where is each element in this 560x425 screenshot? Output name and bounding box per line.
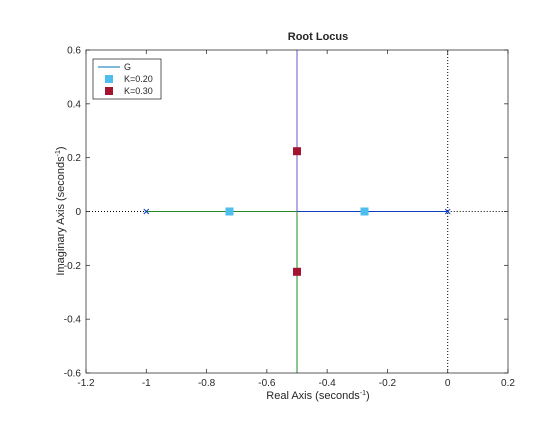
legend: G K=0.20 K=0.30 bbox=[92, 58, 162, 100]
legend-marker-swatch-2 bbox=[105, 87, 113, 95]
gain-marker-0-1 bbox=[360, 207, 369, 216]
pole-marker-stroke-b bbox=[143, 208, 150, 215]
legend-entry-1: K=0.20 bbox=[124, 74, 153, 84]
y-tick-label-5: 0.4 bbox=[67, 99, 81, 110]
y-tick-label-3: 0 bbox=[75, 207, 81, 218]
pole-marker-0 bbox=[143, 208, 150, 215]
y-tick-label-6: 0.6 bbox=[67, 46, 81, 57]
legend-marker-swatch-1 bbox=[105, 75, 113, 83]
x-tick-label-4: -0.4 bbox=[319, 378, 337, 389]
legend-entry-2: K=0.30 bbox=[124, 86, 153, 96]
x-tick-label-3: -0.6 bbox=[258, 378, 276, 389]
pole-marker-stroke-b bbox=[444, 208, 451, 215]
y-axis-label-superscript: -1 bbox=[55, 150, 62, 156]
x-tick-label-0: -1.2 bbox=[77, 378, 95, 389]
pole-marker-1 bbox=[444, 208, 451, 215]
legend-box bbox=[92, 58, 162, 100]
y-tick-label-4: 0.2 bbox=[67, 153, 81, 164]
y-tick-label-2: -0.2 bbox=[64, 261, 82, 272]
x-tick-label-6: 0 bbox=[445, 378, 451, 389]
gain-marker-1-1 bbox=[293, 267, 301, 276]
x-tick-label-2: -0.8 bbox=[198, 378, 216, 389]
x-axis-label-close: ) bbox=[366, 390, 370, 402]
gain-marker-0-0 bbox=[225, 207, 234, 216]
y-tick-label-0: -0.6 bbox=[64, 369, 82, 380]
chart-title: Root Locus bbox=[288, 31, 349, 43]
legend-entry-0: G bbox=[124, 62, 131, 72]
x-tick-label-5: -0.2 bbox=[379, 378, 397, 389]
plot-area: -1.2 -1 -0.8 -0.6 -0.4 -0.2 0 0.2 -0.6 -0.4 -0.2 0 0… bbox=[64, 46, 516, 390]
x-axis-label-text: Real Axis (seconds bbox=[266, 390, 360, 402]
x-tick-label-1: -1 bbox=[142, 378, 151, 389]
gain-marker-1-0 bbox=[293, 147, 301, 156]
x-axis-label-superscript: -1 bbox=[360, 390, 366, 397]
y-axis-label: Imaginary Axis (seconds-1) bbox=[55, 146, 67, 275]
y-axis-label-text: Imaginary Axis (seconds bbox=[55, 156, 67, 276]
y-axis-label-close: ) bbox=[55, 146, 67, 150]
y-tick-label-1: -0.4 bbox=[64, 315, 82, 326]
x-tick-label-7: 0.2 bbox=[501, 378, 515, 389]
x-axis-label: Real Axis (seconds-1) bbox=[266, 390, 369, 402]
